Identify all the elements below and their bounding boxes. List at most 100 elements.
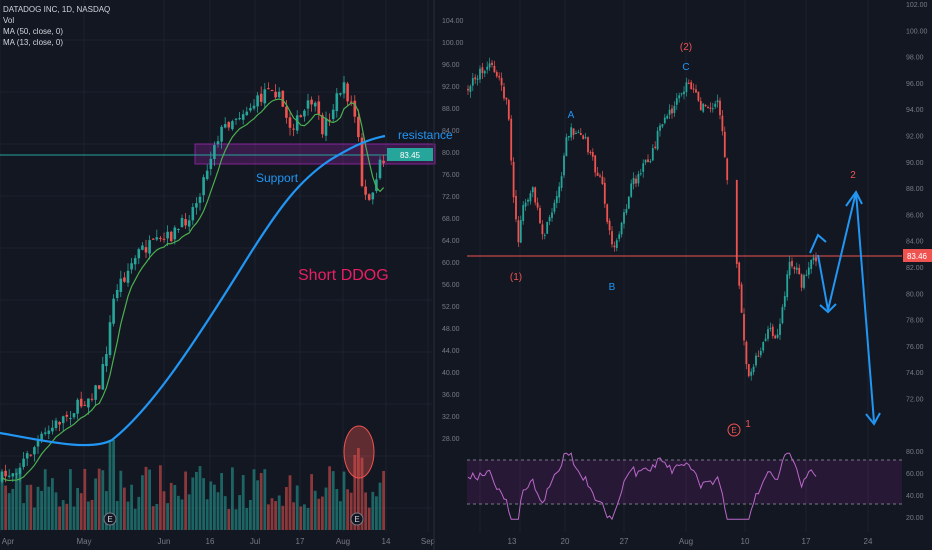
- left-candle-body-55: [198, 196, 202, 203]
- impulse-label-2: 2: [850, 170, 856, 181]
- right-candle-body-83: [666, 115, 669, 119]
- right-candle-body-94: [692, 88, 695, 90]
- right-candle-body-135: [791, 260, 793, 267]
- left-volume-bar-14: [51, 478, 54, 530]
- left-volume-bar-28: [101, 470, 105, 530]
- left-volume-bar-65: [234, 509, 238, 530]
- left-volume-bar-2: [7, 493, 11, 530]
- right-x-tick-3: Aug: [679, 537, 693, 546]
- right-last-price-value: 83.46: [907, 252, 928, 261]
- left-x-axis: Apr May Jun 16 Jul 17 Aug 14 Sep: [2, 537, 436, 546]
- left-volume-bar-58: [209, 481, 213, 530]
- left-candle-body-89: [321, 115, 324, 135]
- rsi-axis-tick-2: 40.00: [906, 493, 924, 500]
- right-candle-body-121: [757, 355, 760, 357]
- right-panel-right-price-axis: 102.00 100.00 98.00 96.00 94.00 92.00 90.00 88.…: [906, 2, 928, 522]
- right-left-axis-tick-4: 88.00: [442, 106, 460, 113]
- right-candle-body-77: [651, 148, 654, 161]
- right-candle-body-113: [738, 262, 741, 286]
- rsi-axis-tick-3: 20.00: [906, 515, 924, 522]
- left-volume-bar-40: [144, 466, 148, 530]
- right-candle-body-96: [697, 91, 700, 101]
- left-volume-bar-31: [112, 440, 115, 530]
- right-left-axis-tick-6: 80.00: [442, 150, 460, 157]
- left-volume-bar-24: [87, 501, 90, 530]
- right-left-axis-tick-8: 72.00: [442, 194, 460, 201]
- left-candle-body-76: [274, 91, 277, 98]
- left-candle-body-31: [112, 298, 115, 324]
- left-candle-body-8: [29, 454, 33, 456]
- left-volume-bar-69: [249, 499, 252, 530]
- wave-label-b: B: [609, 282, 616, 293]
- right-panel-left-price-axis: 104.00 100.00 96.00 92.00 88.00 84.00 80.00 76.…: [442, 18, 464, 443]
- left-x-tick-6: Aug: [336, 537, 350, 546]
- left-candle-body-34: [123, 277, 126, 282]
- left-candle-body-20: [72, 413, 76, 418]
- right-candle-body-33: [546, 222, 549, 234]
- left-candle-body-16: [58, 422, 61, 425]
- right-candle-body-12: [495, 72, 498, 77]
- left-candle-body-63: [227, 122, 231, 128]
- right-candle-body-22: [519, 220, 522, 243]
- left-volume-bar-99: [357, 447, 360, 530]
- right-candle-body-14: [500, 77, 503, 86]
- right-candle-body-39: [560, 176, 563, 188]
- left-volume-bar-44: [159, 465, 162, 530]
- left-volume-bar-77: [277, 495, 281, 530]
- left-volume-bar-92: [331, 471, 335, 530]
- right-candle-body-7: [483, 71, 486, 74]
- right-candle-body-100: [707, 107, 709, 109]
- right-candle-body-28: [534, 187, 537, 203]
- right-candle-body-114: [740, 284, 743, 313]
- right-x-axis: 13 20 27 Aug 10 17 24: [508, 537, 873, 546]
- left-volume-bar-82: [295, 485, 299, 530]
- left-volume-bar-61: [220, 473, 223, 530]
- right-candle-body-107: [723, 131, 726, 158]
- left-volume-bar-20: [72, 506, 76, 530]
- left-candle-body-53: [191, 207, 195, 221]
- left-volume-bar-36: [130, 484, 133, 530]
- left-candle-body-101: [364, 186, 367, 195]
- short-ddog-label: Short DDOG: [298, 267, 389, 284]
- left-candles: [0, 75, 385, 484]
- left-candle-body-27: [97, 385, 101, 389]
- left-volume-bar-35: [126, 501, 130, 530]
- left-volume-bar-67: [241, 475, 245, 530]
- left-candle-body-67: [241, 114, 245, 120]
- right-candle-body-75: [647, 159, 649, 163]
- right-right-axis-tick-10: 82.00: [906, 265, 924, 272]
- right-candle-body-120: [755, 355, 757, 366]
- left-candle-body-87: [313, 102, 317, 107]
- right-chart-panel[interactable]: 104.00 100.00 96.00 92.00 88.00 84.00 80.00 76.…: [442, 0, 932, 546]
- right-left-axis-tick-11: 60.00: [442, 260, 460, 267]
- left-volume-bar-47: [169, 482, 173, 530]
- left-volume-bar-57: [205, 499, 209, 530]
- left-candle-body-66: [238, 117, 241, 120]
- right-left-axis-tick-7: 76.00: [442, 172, 460, 179]
- left-x-tick-8: Sep: [421, 537, 436, 546]
- right-candle-body-126: [769, 328, 772, 330]
- left-candle-body-82: [295, 115, 299, 131]
- left-volume-bar-0: [0, 477, 4, 530]
- right-candle-body-49: [584, 137, 587, 139]
- right-left-axis-tick-17: 36.00: [442, 392, 460, 399]
- earnings-marker-left-2[interactable]: E: [350, 512, 364, 526]
- right-candle-body-123: [762, 342, 765, 351]
- right-candle-body-4: [476, 78, 479, 80]
- right-right-axis-tick-14: 74.00: [906, 370, 924, 377]
- left-chart-panel[interactable]: resistance Support Short DDOG E E 83.45 …: [0, 0, 453, 546]
- right-candle-body-10: [491, 62, 493, 65]
- svg-text:E: E: [107, 515, 112, 524]
- right-candle-body-46: [577, 132, 580, 134]
- right-candle-body-101: [709, 107, 712, 109]
- left-candle-body-69: [249, 107, 252, 111]
- left-candle-body-32: [115, 289, 119, 299]
- left-candle-body-83: [299, 115, 303, 118]
- support-label: Support: [256, 171, 299, 185]
- right-right-axis-tick-12: 78.00: [906, 318, 924, 325]
- earnings-marker-right[interactable]: E: [727, 423, 741, 437]
- earnings-marker-left-1[interactable]: E: [103, 512, 117, 526]
- left-volume-bar-59: [213, 484, 216, 530]
- right-candle-body-89: [680, 93, 683, 95]
